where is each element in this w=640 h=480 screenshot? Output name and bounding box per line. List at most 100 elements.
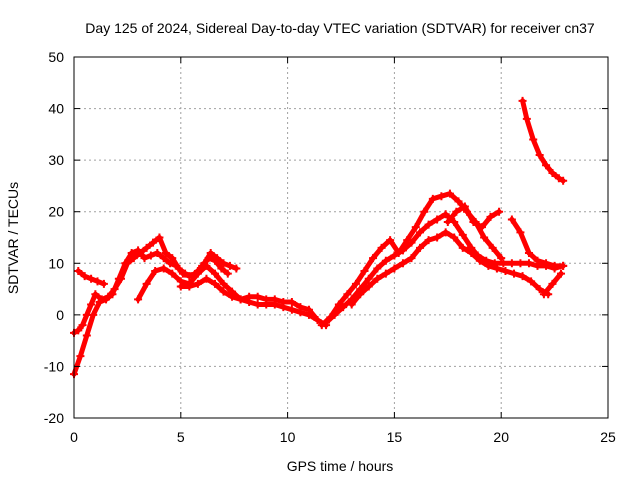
plot-frame: [73, 56, 609, 419]
series-trail: [323, 211, 551, 326]
data-point: [473, 251, 482, 260]
data-point: [74, 326, 83, 335]
data-point: [377, 243, 386, 252]
data-point: [232, 264, 241, 273]
data-point: [176, 282, 185, 291]
data-point: [424, 220, 433, 229]
data-point: [548, 279, 557, 288]
data-point: [313, 316, 322, 325]
data-point: [522, 114, 531, 123]
data-point: [142, 243, 151, 252]
data-point: [398, 246, 407, 255]
data-point: [127, 248, 136, 257]
data-point: [542, 261, 551, 270]
data-point: [74, 267, 83, 276]
data-point: [146, 251, 155, 260]
grid-lines: [74, 57, 608, 418]
data-point: [524, 248, 533, 257]
data-point: [559, 261, 568, 270]
y-tick-label: 0: [56, 307, 64, 323]
data-point: [398, 259, 407, 268]
data-point: [159, 264, 168, 273]
data-point: [535, 150, 544, 159]
data-point: [373, 274, 382, 283]
data-point: [557, 269, 566, 278]
data-point: [123, 259, 132, 268]
y-tick-label: -20: [44, 410, 64, 426]
series-track-b: [70, 233, 241, 337]
data-point: [356, 290, 365, 299]
data-point: [420, 207, 429, 216]
series-track-l: [539, 269, 566, 299]
data-point: [441, 228, 450, 237]
plot-area: [70, 96, 568, 379]
data-point: [507, 259, 516, 268]
data-point: [465, 243, 474, 252]
data-point: [510, 269, 519, 278]
data-point: [223, 269, 232, 278]
data-point: [279, 297, 288, 306]
data-point: [477, 223, 486, 232]
data-point: [317, 321, 326, 330]
data-point: [253, 300, 262, 309]
data-point: [129, 254, 138, 263]
x-tick-label: 10: [280, 429, 296, 445]
data-point: [416, 243, 425, 252]
data-point: [559, 176, 568, 185]
data-point: [407, 254, 416, 263]
data-point: [80, 272, 89, 281]
data-point: [480, 233, 489, 242]
data-point: [168, 254, 177, 263]
data-point: [360, 267, 369, 276]
data-point: [134, 295, 143, 304]
data-point: [450, 233, 459, 242]
data-point: [533, 261, 542, 270]
data-point: [490, 259, 499, 268]
x-axis: 0 5 10 15 20 25: [70, 57, 616, 445]
data-point: [364, 282, 373, 291]
data-point: [155, 233, 164, 242]
data-point: [488, 243, 497, 252]
data-point: [287, 297, 296, 306]
data-point: [82, 310, 91, 319]
data-point: [185, 282, 194, 291]
data-point: [529, 135, 538, 144]
data-point: [76, 352, 85, 361]
data-point: [219, 279, 228, 288]
data-point: [460, 202, 469, 211]
data-point: [334, 300, 343, 309]
series-track-k: [465, 243, 568, 273]
data-point: [304, 305, 313, 314]
data-point: [542, 161, 551, 170]
data-point: [469, 218, 478, 227]
data-point: [225, 261, 234, 270]
y-axis: -20 -10 0 10 20 30 40 50: [44, 49, 608, 426]
data-point: [253, 292, 262, 301]
data-point: [93, 277, 102, 286]
data-point: [441, 210, 450, 219]
data-point: [381, 269, 390, 278]
data-point: [87, 300, 96, 309]
data-point: [262, 295, 271, 304]
data-point: [518, 272, 527, 281]
data-point: [174, 264, 183, 273]
data-point: [161, 248, 170, 257]
data-point: [322, 318, 331, 327]
data-point: [217, 264, 226, 273]
data-point: [433, 233, 442, 242]
data-point: [443, 218, 452, 227]
y-tick-label: 50: [48, 49, 64, 65]
y-tick-label: -10: [44, 358, 64, 374]
data-point: [516, 259, 525, 268]
series-track-h: [347, 228, 501, 309]
data-point: [219, 287, 228, 296]
data-point: [210, 279, 219, 288]
data-point: [296, 303, 305, 312]
y-tick-label: 40: [48, 101, 64, 117]
data-point: [373, 264, 382, 273]
data-point: [437, 192, 446, 201]
data-point: [539, 290, 548, 299]
y-tick-label: 10: [48, 255, 64, 271]
x-tick-label: 15: [387, 429, 403, 445]
data-point: [193, 269, 202, 278]
